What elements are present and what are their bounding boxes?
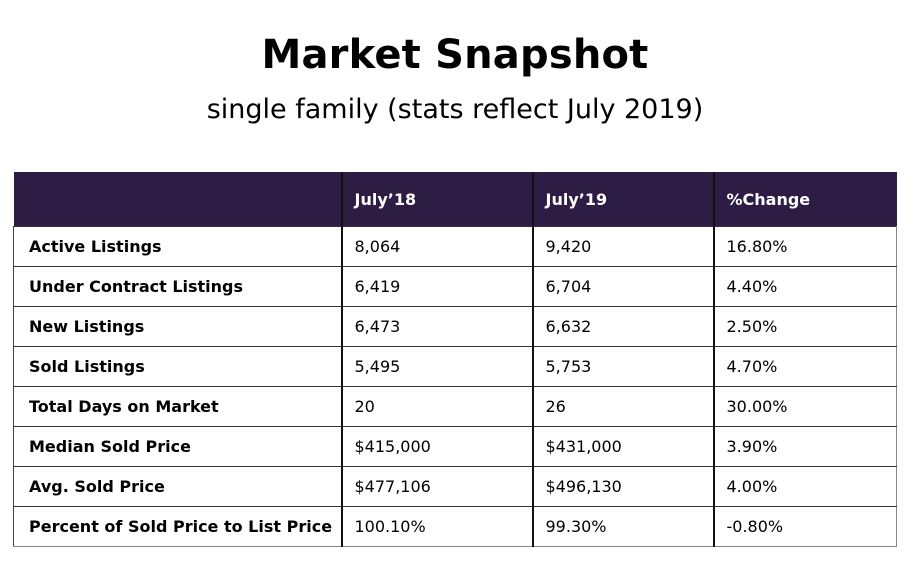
cell-change: 4.40% [712,266,897,307]
row-label: Sold Listings [13,346,342,387]
cell-change: 4.70% [712,346,897,387]
cell-july18: 5,495 [340,346,533,387]
table-row: Active Listings 8,064 9,420 16.80% [13,226,897,267]
column-header-metric [13,172,342,227]
cell-july18: 20 [340,386,533,427]
table-row: Avg. Sold Price $477,106 $496,130 4.00% [13,466,897,507]
table-header-row: July’18 July’19 %Change [13,172,897,227]
row-label: Total Days on Market [13,386,342,427]
cell-july19: $496,130 [531,466,714,507]
cell-july18: 8,064 [340,226,533,267]
cell-july18: $415,000 [340,426,533,467]
cell-july19: 9,420 [531,226,714,267]
cell-july18: 100.10% [340,506,533,547]
column-header-july19: July’19 [531,172,714,227]
cell-change: 30.00% [712,386,897,427]
cell-july19: 5,753 [531,346,714,387]
table-row: Sold Listings 5,495 5,753 4.70% [13,346,897,387]
table-row: New Listings 6,473 6,632 2.50% [13,306,897,347]
cell-july19: 26 [531,386,714,427]
page-subtitle: single family (stats reflect July 2019) [206,94,704,125]
row-label: Percent of Sold Price to List Price [13,506,342,547]
cell-july19: 6,632 [531,306,714,347]
table-row: Total Days on Market 20 26 30.00% [13,386,897,427]
cell-change: 2.50% [712,306,897,347]
column-header-july18: July’18 [340,172,533,227]
cell-change: 3.90% [712,426,897,467]
cell-change: 16.80% [712,226,897,267]
row-label: New Listings [13,306,342,347]
cell-july18: $477,106 [340,466,533,507]
table-row: Median Sold Price $415,000 $431,000 3.90… [13,426,897,467]
cell-july19: $431,000 [531,426,714,467]
column-header-change: %Change [712,172,897,227]
cell-july19: 6,704 [531,266,714,307]
table-row: Under Contract Listings 6,419 6,704 4.40… [13,266,897,307]
cell-change: 4.00% [712,466,897,507]
row-label: Avg. Sold Price [13,466,342,507]
cell-july18: 6,473 [340,306,533,347]
table-row: Percent of Sold Price to List Price 100.… [13,506,897,547]
cell-change: -0.80% [712,506,897,547]
market-snapshot-table: July’18 July’19 %Change Active Listings … [13,172,897,547]
cell-july18: 6,419 [340,266,533,307]
row-label: Active Listings [13,226,342,267]
row-label: Under Contract Listings [13,266,342,307]
cell-july19: 99.30% [531,506,714,547]
row-label: Median Sold Price [13,426,342,467]
page-title: Market Snapshot [261,32,649,78]
